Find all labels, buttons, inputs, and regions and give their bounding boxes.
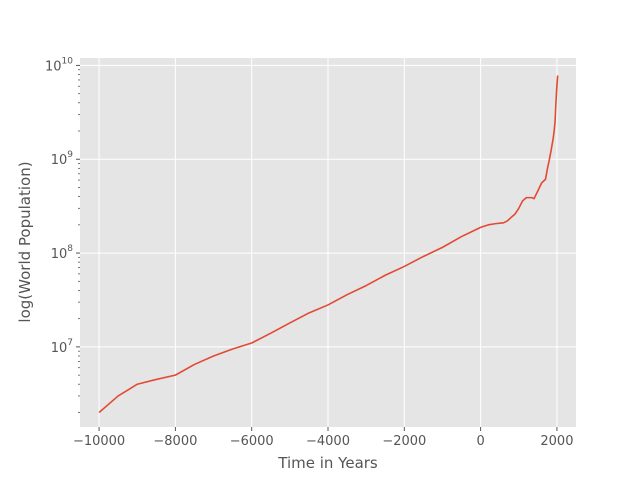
y-tick-label: 109 (51, 150, 74, 168)
series-line-world-population (98, 75, 559, 414)
y-minor-ticks (78, 69, 80, 413)
grid-lines (80, 58, 576, 427)
y-tick-label: 108 (51, 244, 74, 262)
y-tick-label: 107 (51, 338, 73, 356)
x-tick-label: −4000 (306, 434, 350, 449)
x-tick-label: −8000 (153, 434, 197, 449)
y-axis-label: log(World Population) (16, 161, 34, 322)
x-tick-label: −6000 (230, 434, 274, 449)
x-axis-label: Time in Years (277, 454, 378, 472)
x-tick-label: 0 (476, 434, 484, 449)
y-axis-ticks: 107 108 109 1010 (45, 56, 80, 356)
x-axis-ticks: −10000 −8000 −6000 −4000 −2000 0 2000 (73, 427, 573, 449)
x-tick-label: 2000 (540, 434, 573, 449)
x-tick-label: −10000 (73, 434, 125, 449)
y-tick-label: 1010 (45, 56, 73, 74)
x-tick-label: −2000 (382, 434, 426, 449)
